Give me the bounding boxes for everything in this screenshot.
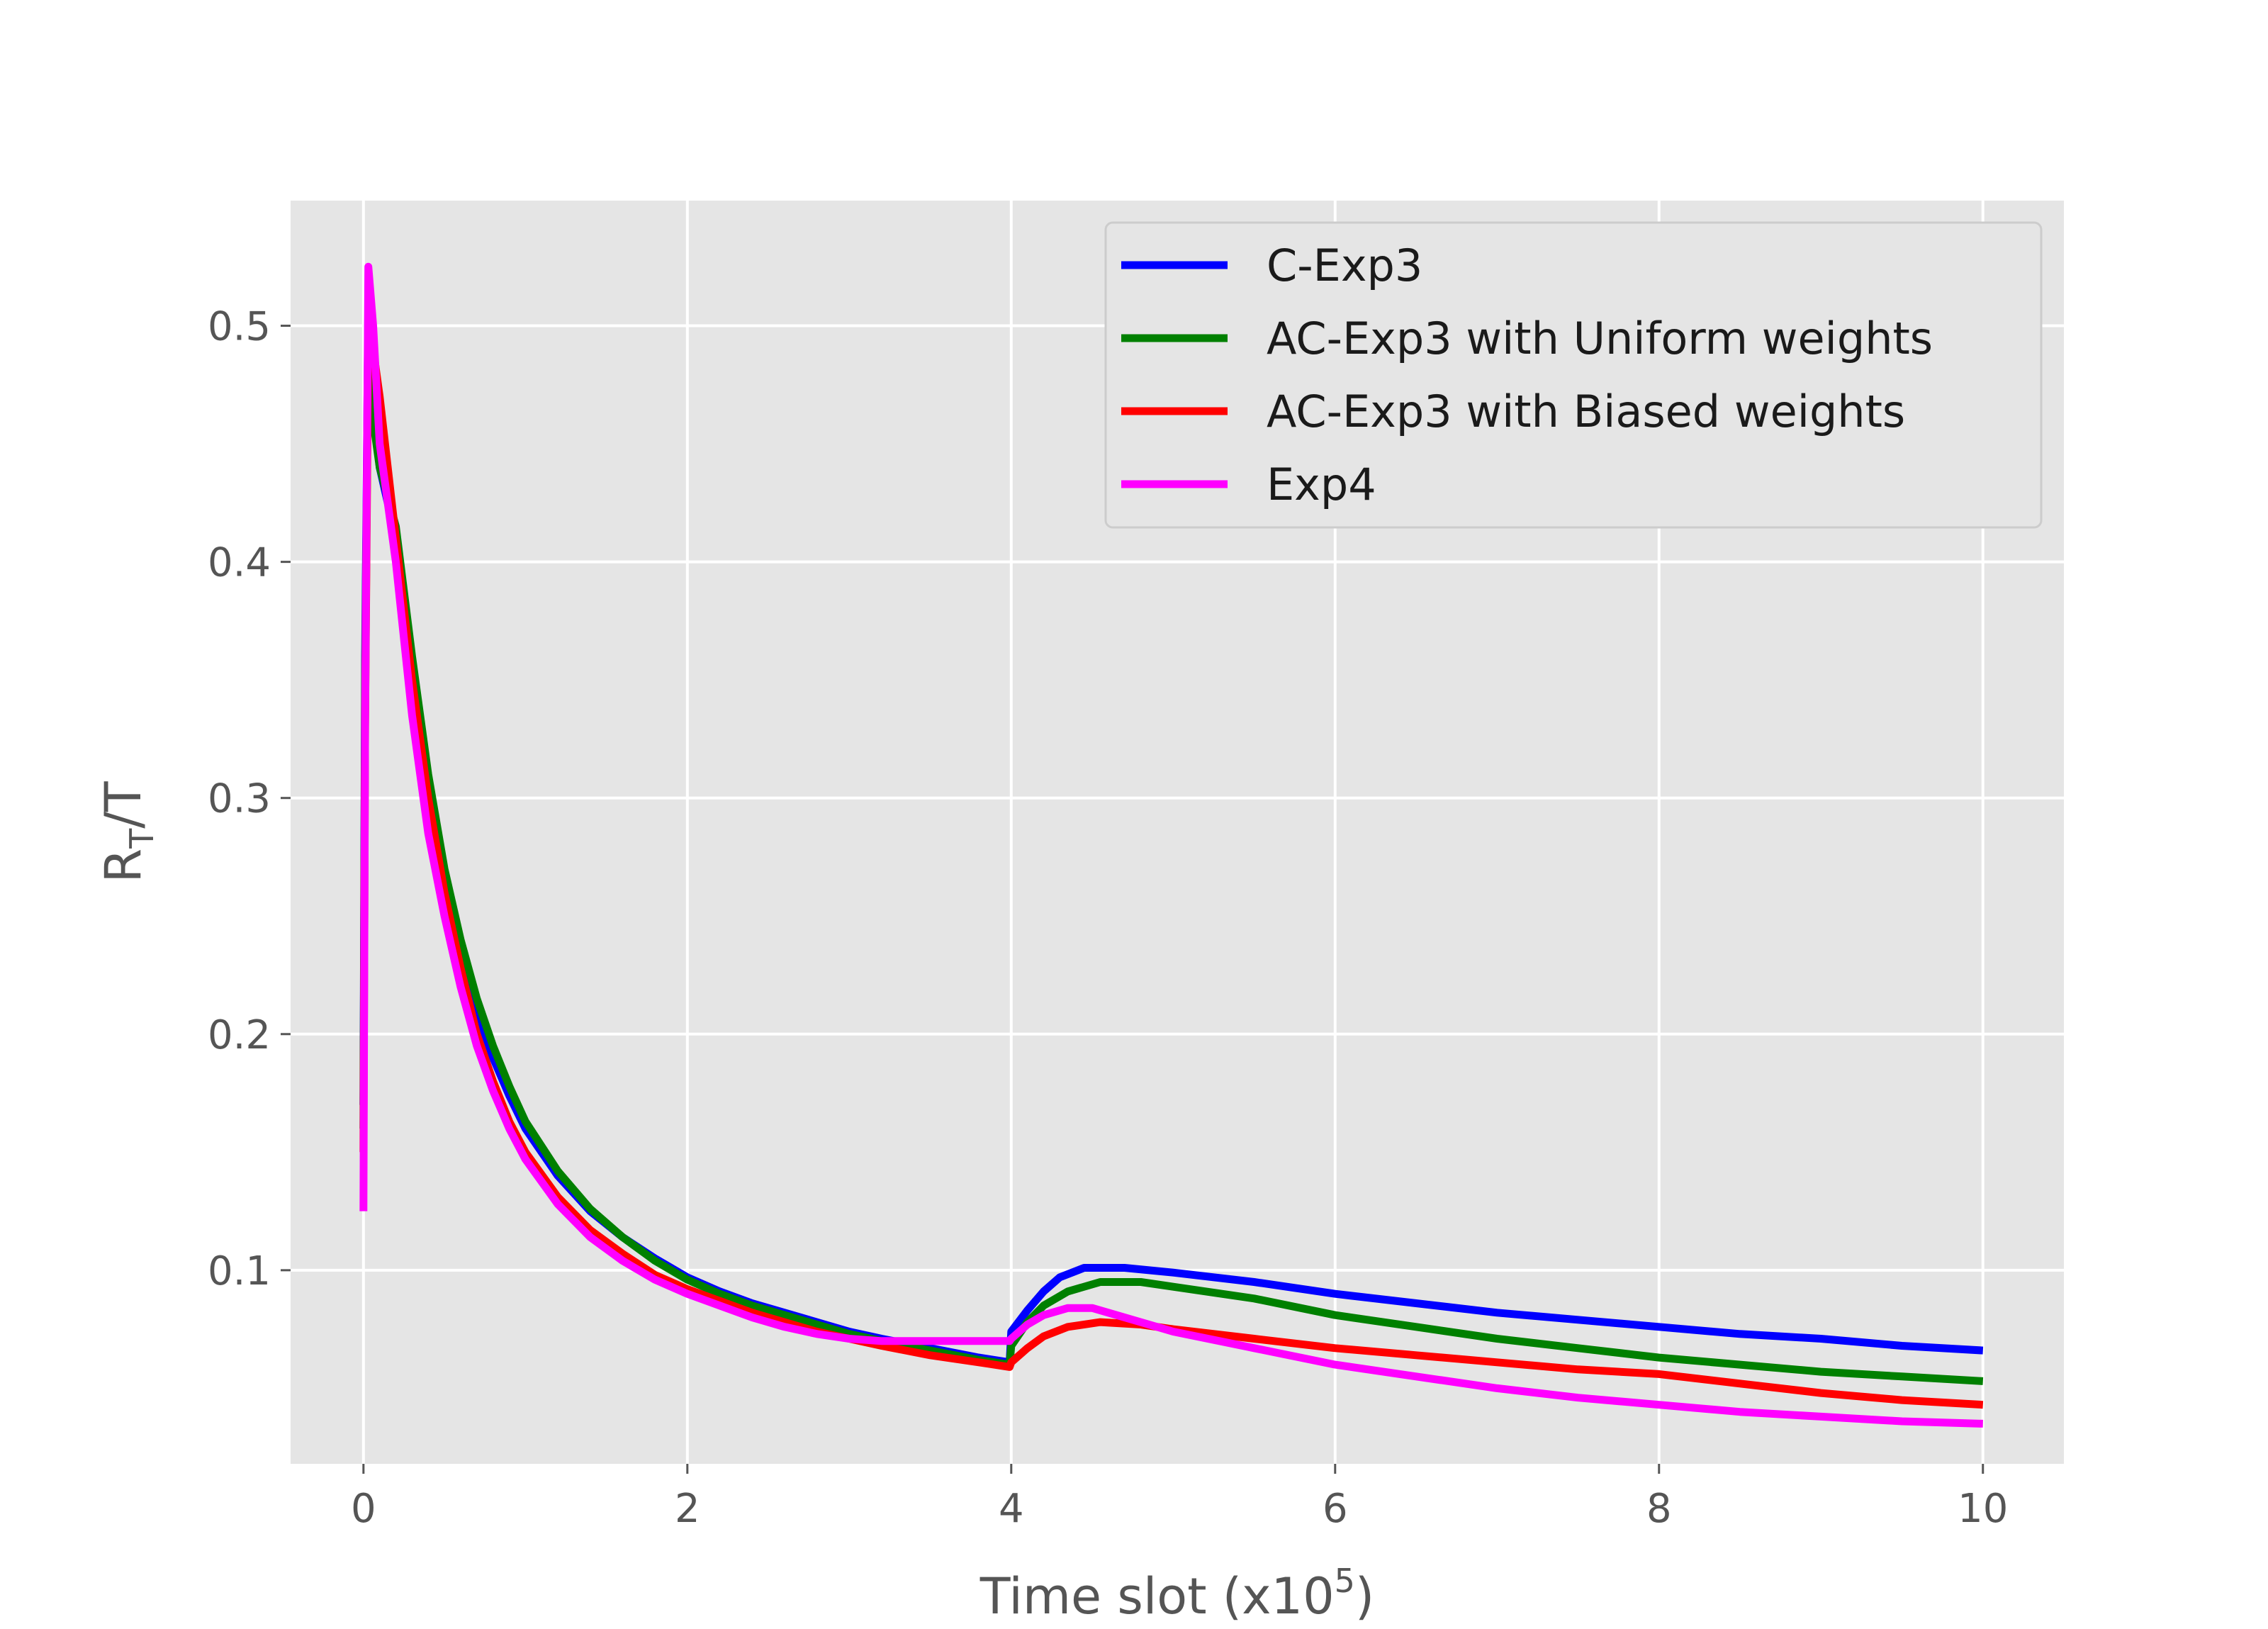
x-axis-title-main: Time slot (x10 xyxy=(979,1567,1335,1625)
x-axis-title-exponent: 5 xyxy=(1335,1562,1355,1600)
legend-label: C-Exp3 xyxy=(1267,240,1422,291)
legend-label: Exp4 xyxy=(1267,459,1376,510)
legend-box xyxy=(1104,221,2043,529)
y-axis-title: RT/T xyxy=(94,781,161,883)
x-tick-label: 6 xyxy=(1323,1486,1348,1532)
y-tick-label: 0.1 xyxy=(208,1248,271,1294)
x-axis-ticks: 0 2 4 6 8 10 xyxy=(351,1464,2008,1532)
y-axis-title-subscript: T xyxy=(123,828,161,849)
x-axis-title: Time slot (x105) xyxy=(979,1562,1374,1625)
x-tick-label: 4 xyxy=(999,1486,1024,1532)
y-axis-title-tail: /T xyxy=(94,781,152,829)
y-tick-label: 0.4 xyxy=(208,540,271,586)
series-line-2 xyxy=(359,322,1984,1385)
x-tick-label: 8 xyxy=(1646,1486,1672,1532)
legend-label: AC-Exp3 with Biased weights xyxy=(1267,386,1905,437)
y-axis-title-main: R xyxy=(94,849,152,883)
x-tick-label: 0 xyxy=(351,1486,376,1532)
legend-label: AC-Exp3 with Uniform weights xyxy=(1267,313,1933,364)
series-line-4 xyxy=(359,262,1983,1428)
legend: C-Exp3 AC-Exp3 with Uniform weights AC-Exp… xyxy=(1104,221,2043,529)
y-tick-label: 0.2 xyxy=(208,1012,271,1058)
x-axis-title-tail: ) xyxy=(1355,1567,1374,1625)
x-tick-label: 10 xyxy=(1958,1486,2008,1532)
y-tick-label: 0.3 xyxy=(208,776,271,822)
y-axis-ticks: 0.1 0.2 0.3 0.4 0.5 xyxy=(208,304,291,1294)
y-tick-label: 0.5 xyxy=(208,304,271,350)
series-layer xyxy=(359,262,1984,1428)
legend-items: C-Exp3 AC-Exp3 with Uniform weights AC-Exp… xyxy=(1121,240,1933,510)
x-tick-label: 2 xyxy=(675,1486,700,1532)
